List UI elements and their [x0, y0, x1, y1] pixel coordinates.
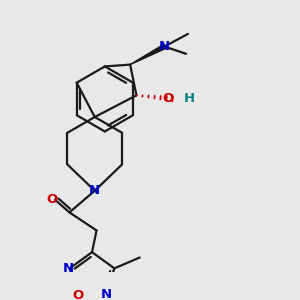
Text: O: O [73, 289, 84, 300]
Text: N: N [159, 40, 170, 53]
Text: O: O [162, 92, 173, 104]
Polygon shape [130, 45, 166, 64]
Text: N: N [101, 288, 112, 300]
Text: N: N [89, 184, 100, 197]
Text: N: N [63, 262, 74, 275]
Text: H: H [183, 92, 194, 104]
Text: O: O [47, 193, 58, 206]
